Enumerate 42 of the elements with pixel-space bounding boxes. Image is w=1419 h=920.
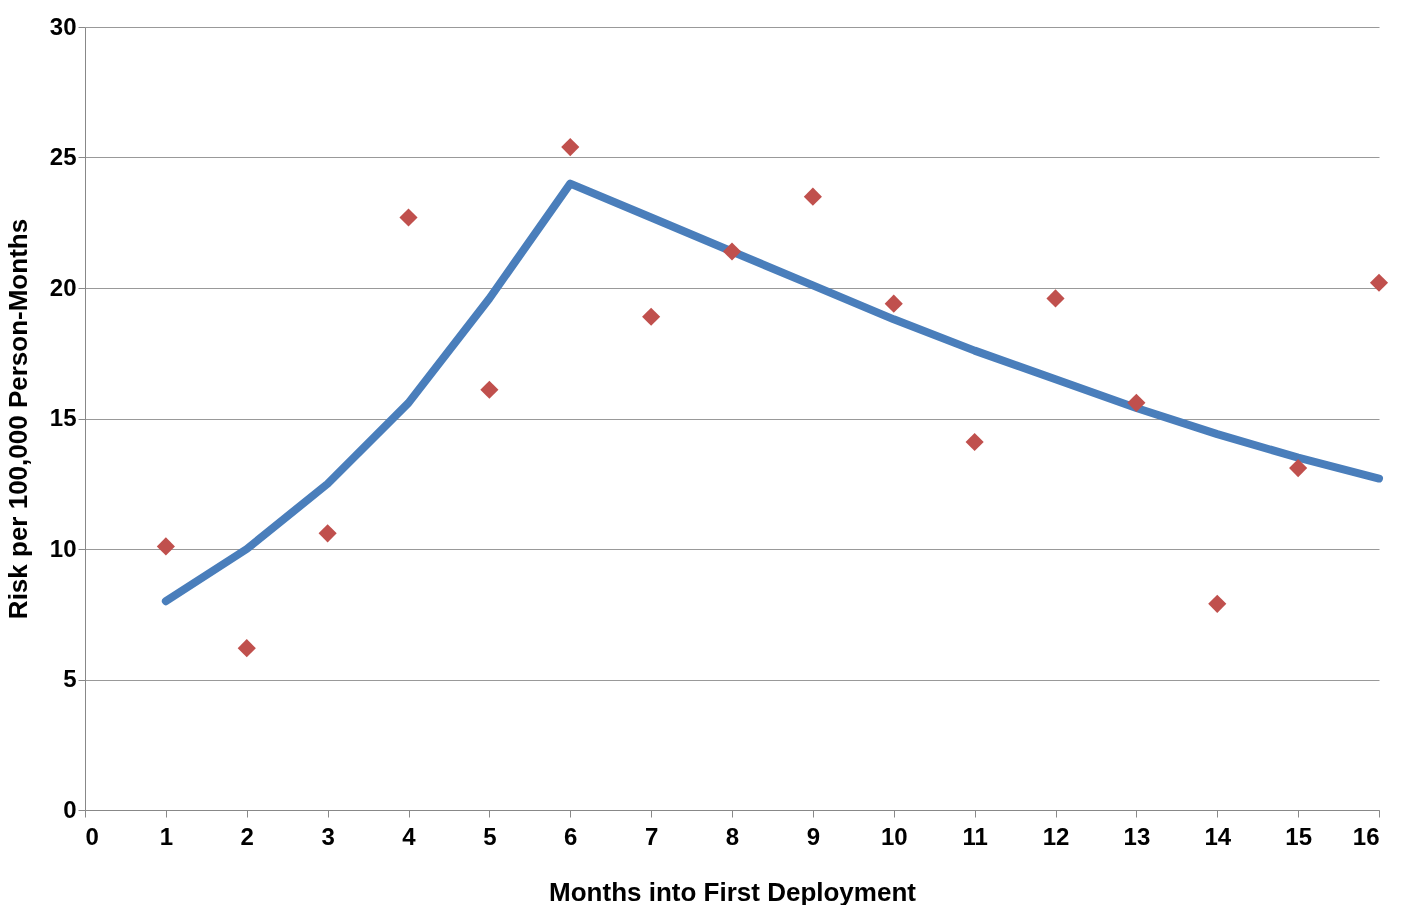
x-tick-label: 14 — [1204, 822, 1232, 850]
x-tick-label: 6 — [564, 822, 578, 850]
y-tick-label: 15 — [49, 404, 77, 431]
y-axis-title: Risk per 100,000 Person-Months — [2, 218, 33, 620]
x-axis-title: Months into First Deployment — [549, 876, 917, 907]
x-tick-label: 10 — [880, 822, 908, 850]
x-tick-label: 5 — [483, 822, 497, 850]
point — [1289, 459, 1308, 478]
point — [965, 432, 984, 452]
point — [318, 524, 337, 543]
point — [1369, 273, 1389, 292]
x-tick-label: 11 — [962, 822, 988, 850]
x-tick-label: 2 — [240, 822, 254, 850]
x-tick-label: 1 — [159, 822, 174, 850]
point — [561, 137, 580, 157]
x-tick-label: 9 — [806, 822, 821, 850]
x-tick-label: 13 — [1123, 822, 1151, 850]
point — [1046, 289, 1065, 308]
point — [1127, 393, 1146, 412]
x-tick-label: 16 — [1352, 822, 1380, 850]
x-tick-label: 8 — [725, 822, 740, 850]
point — [642, 307, 661, 326]
x-tick-label: 4 — [402, 822, 417, 850]
y-tick-label: 10 — [49, 534, 77, 562]
point — [884, 294, 903, 313]
point — [156, 537, 175, 556]
y-tick-label: 20 — [49, 273, 77, 301]
x-tick-label: 7 — [644, 822, 659, 850]
point — [237, 639, 256, 658]
x-tick-label: 3 — [321, 822, 335, 850]
y-tick-label: 30 — [49, 12, 77, 40]
point — [480, 380, 499, 399]
point — [803, 187, 822, 206]
x-tick-label: 12 — [1042, 822, 1070, 850]
x-tick-label: 0 — [85, 822, 99, 850]
y-tick-label: 0 — [63, 795, 77, 823]
point — [1208, 594, 1227, 613]
point — [399, 208, 418, 227]
point — [722, 242, 742, 261]
y-tick-label: 5 — [63, 665, 77, 692]
x-tick-label: 15 — [1285, 822, 1312, 850]
y-tick-label: 25 — [49, 143, 77, 170]
